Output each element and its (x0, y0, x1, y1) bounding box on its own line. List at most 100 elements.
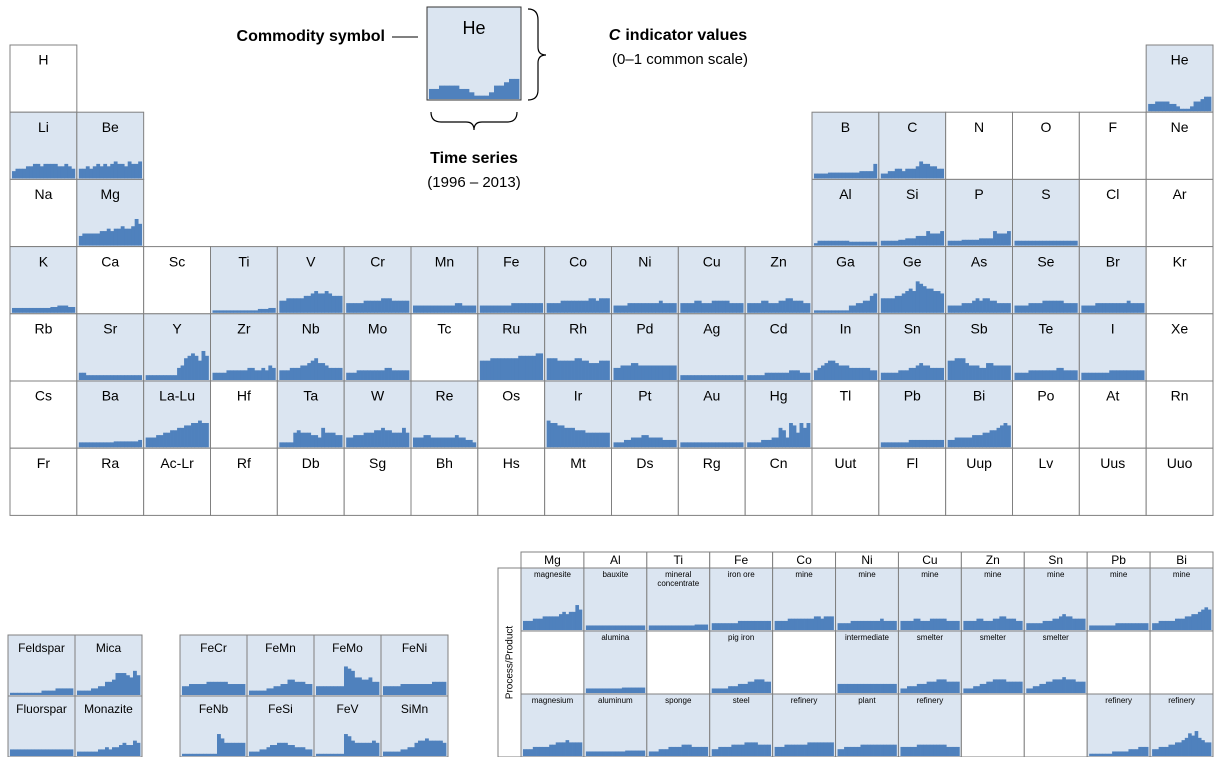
sparkline-bar (552, 616, 557, 630)
sparkline-bar (982, 367, 987, 380)
cell (9, 380, 78, 449)
sparkline-bar (940, 231, 945, 246)
sparkline-bar (120, 163, 125, 179)
sparkline-bar (608, 688, 613, 693)
sparkline-bar (903, 746, 908, 756)
sparkline-bar (820, 742, 825, 756)
sparkline-bar (737, 683, 742, 693)
sparkline-bar (250, 367, 255, 380)
sparkline-bar (1121, 751, 1126, 756)
sparkline-bar (219, 372, 224, 380)
sparkline-bar (546, 358, 551, 380)
sparkline-bar (1000, 303, 1004, 313)
sparkline-bar (1081, 618, 1086, 630)
sparkline-bar (979, 238, 983, 246)
sparkline-bar (191, 353, 195, 380)
sparkline-bar (893, 620, 897, 630)
sparkline-bar (578, 430, 582, 448)
legend-values-var: C (609, 27, 621, 44)
sparkline-bar (618, 625, 623, 630)
sparkline-bar (949, 620, 954, 630)
sparkline-bar (837, 623, 842, 630)
cell-symbol: F (1108, 119, 1117, 135)
sparkline-bar (989, 620, 994, 630)
sparkline-bar (53, 306, 58, 313)
sparkline-bar (687, 303, 692, 313)
sparkline-bar (271, 307, 276, 313)
sparkline-bar (983, 683, 987, 693)
sparkline-bar (939, 618, 944, 630)
sparkline-bar (905, 442, 910, 448)
sparkline-bar (199, 684, 204, 695)
sparkline-bar (428, 740, 433, 756)
cell-label-box: refinery (1168, 696, 1195, 705)
cell-label-box: aluminum (598, 696, 633, 705)
sparkline-bar (782, 372, 786, 380)
sparkline-bar (185, 686, 190, 695)
sparkline-bar (898, 168, 903, 179)
sparkline-bar (913, 618, 918, 630)
sparkline-bar (182, 686, 186, 695)
sparkline-bar (358, 742, 362, 756)
sparkline-bar (905, 168, 910, 179)
sparkline-bar (149, 375, 153, 380)
sparkline-bar (625, 750, 629, 756)
sparkline-bar (968, 437, 973, 448)
sparkline-bar (296, 298, 301, 313)
sparkline-bar (778, 300, 783, 313)
sparkline-bar (602, 751, 606, 756)
sparkline-bar (1003, 423, 1008, 448)
sparkline-bar (337, 686, 341, 695)
cell-label-box: plant (858, 696, 875, 705)
sparkline-bar (117, 441, 122, 448)
sparkline-bar (36, 163, 41, 179)
sparkline-bar (891, 240, 896, 246)
sparkline-bar (732, 442, 737, 448)
sparkline-bar (201, 350, 206, 380)
sparkline-bar (599, 751, 603, 756)
sparkline-bar (813, 742, 818, 756)
sparkline-bar (989, 300, 994, 313)
sparkline-bar (532, 618, 537, 630)
sparkline-bar (310, 435, 315, 448)
sparkline-bar (578, 742, 583, 756)
sparkline-bar (122, 742, 127, 756)
sparkline-bar (338, 435, 343, 448)
sparkline-bar (831, 310, 836, 313)
sparkline-bar (99, 442, 104, 448)
sparkline-bar (986, 298, 990, 313)
sparkline-bar (631, 625, 636, 630)
sparkline-bar (1201, 740, 1205, 756)
sparkline-bar (98, 686, 102, 695)
sparkline-bar (862, 300, 867, 313)
sparkline-bar (439, 85, 445, 99)
sparkline-bar (1165, 620, 1169, 630)
sparkline-bar (122, 673, 127, 695)
sparkline-bar (1135, 623, 1139, 630)
sparkline-bar (15, 307, 20, 313)
sparkline-bar (929, 681, 934, 693)
sparkline-bar (737, 744, 742, 756)
sparkline-bar (383, 686, 387, 695)
sparkline-bar (933, 291, 938, 313)
cell-label: mine (1172, 570, 1191, 579)
sparkline-bar (857, 746, 861, 756)
sparkline-bar (1038, 240, 1043, 246)
cell-symbol: Na (34, 186, 52, 202)
sparkline-bar (24, 692, 28, 695)
sparkline-bar (907, 686, 911, 693)
sparkline-bar (572, 742, 576, 756)
sparkline-bar (575, 742, 579, 756)
sparkline-bar (1197, 101, 1201, 112)
sparkline-bar (972, 365, 976, 380)
sparkline-bar (605, 625, 610, 630)
sparkline-bar (337, 753, 341, 756)
sparkline-bar (1005, 681, 1010, 693)
sparkline-bar (447, 437, 452, 448)
sparkline-bar (252, 751, 257, 756)
sparkline-bar (952, 620, 957, 630)
sparkline-bar (1056, 240, 1061, 246)
sparkline-bar (771, 372, 776, 380)
cell-label-box: refinery (1105, 696, 1132, 705)
sparkline-bar (1191, 735, 1195, 756)
